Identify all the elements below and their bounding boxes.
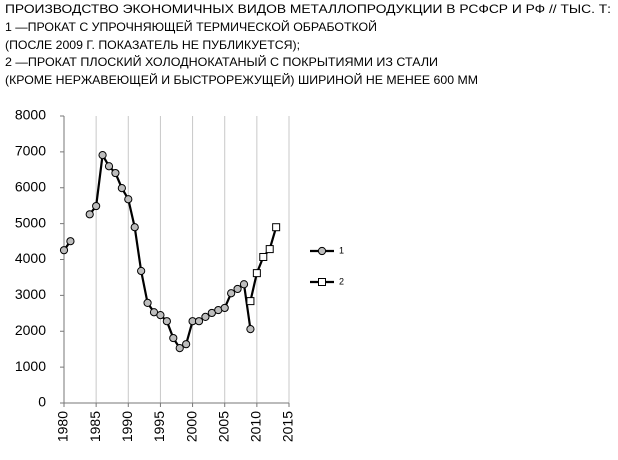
y-tick-label: 0 — [38, 394, 46, 410]
subtitle: (ПОСЛЕ 2009 Г. ПОКАЗАТЕЛЬ НЕ ПУБЛИКУЕТСЯ… — [5, 38, 300, 52]
marker — [162, 317, 171, 326]
y-tick-label: 7000 — [15, 143, 46, 159]
y-tick-label: 2000 — [15, 322, 46, 338]
subtitle: (КРОМЕ НЕРЖАВЕЮЩЕЙ И БЫСТРОРЕЖУЩЕЙ) ШИРИ… — [5, 72, 478, 87]
marker — [201, 312, 210, 321]
marker — [156, 311, 165, 320]
marker — [130, 223, 139, 232]
marker — [246, 324, 255, 334]
marker — [117, 184, 126, 193]
y-tick-label: 5000 — [15, 214, 46, 230]
marker — [98, 151, 107, 160]
marker — [59, 246, 69, 255]
legend-label: 2 — [339, 276, 344, 286]
legend-label: 1 — [339, 245, 344, 255]
x-tick-label: 2000 — [183, 411, 199, 442]
marker — [265, 245, 274, 254]
marker — [137, 266, 146, 276]
chart-title: ПРОИЗВОДСТВО ЭКОНОМИЧНЫХ ВИДОВ МЕТАЛЛОПР… — [5, 2, 611, 16]
x-tick-label: 1995 — [151, 411, 167, 442]
marker — [239, 280, 249, 289]
marker — [233, 284, 242, 294]
marker — [143, 298, 152, 308]
marker — [259, 252, 268, 261]
marker — [124, 195, 133, 204]
marker — [66, 237, 75, 246]
y-tick-label: 8000 — [15, 107, 46, 123]
marker — [246, 297, 255, 306]
legend-marker — [318, 278, 326, 286]
marker — [182, 340, 191, 349]
marker — [111, 168, 120, 178]
marker — [175, 344, 184, 353]
marker — [194, 317, 204, 326]
series-line — [63, 151, 252, 350]
subtitle: 1 —ПРОКАТ С УПРОЧНЯЮЩЕЙ ТЕРМИЧЕСКОЙ ОБРА… — [5, 19, 377, 34]
subtitle: 2 —ПРОКАТ ПЛОСКИЙ ХОЛОДНОКАТАНЫЙ С ПОКРЫ… — [5, 54, 438, 69]
x-tick-label: 2005 — [215, 411, 231, 442]
marker — [169, 333, 178, 343]
series-line — [249, 226, 278, 302]
x-tick-label: 1985 — [87, 411, 103, 442]
y-tick-label: 4000 — [15, 250, 46, 266]
x-tick-label: 1990 — [119, 411, 135, 442]
y-tick-label: 3000 — [15, 286, 46, 302]
marker — [272, 223, 281, 232]
x-tick-label: 2015 — [280, 411, 296, 442]
marker — [104, 162, 114, 171]
y-tick-label: 6000 — [15, 178, 46, 194]
y-tick-label: 1000 — [15, 358, 46, 374]
marker — [220, 303, 229, 313]
marker — [92, 201, 101, 211]
x-tick-label: 2010 — [248, 411, 264, 442]
legend-marker — [317, 246, 327, 256]
marker — [85, 210, 94, 219]
marker — [227, 289, 236, 298]
x-tick-label: 1980 — [55, 411, 71, 442]
marker — [252, 269, 261, 278]
